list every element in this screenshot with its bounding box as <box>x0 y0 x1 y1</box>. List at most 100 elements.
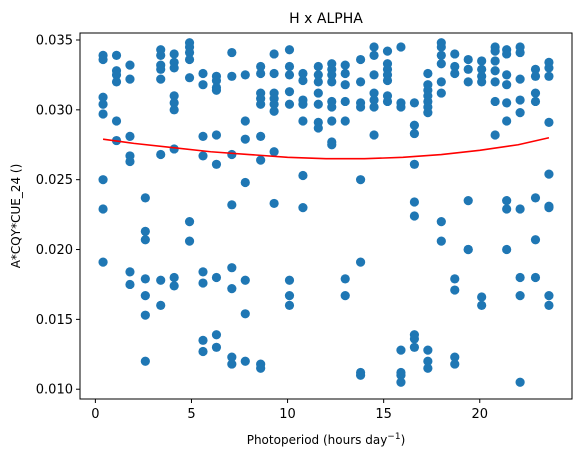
data-point <box>515 95 525 105</box>
data-point <box>256 61 266 72</box>
data-point <box>515 272 525 283</box>
x-axis-ticks: 0 5 10 15 20 <box>91 399 488 422</box>
data-point <box>436 77 446 87</box>
data-point <box>111 50 122 60</box>
data-point <box>463 77 473 87</box>
data-point <box>477 300 487 310</box>
data-point <box>490 56 500 66</box>
data-point <box>169 98 179 108</box>
data-point <box>544 169 554 179</box>
data-point <box>436 216 446 227</box>
data-point <box>544 117 554 127</box>
x-tick-label: 5 <box>187 407 195 422</box>
data-point <box>298 99 308 109</box>
data-point <box>211 342 222 352</box>
data-point <box>298 170 308 181</box>
data-point <box>211 85 222 95</box>
data-point <box>369 102 379 112</box>
data-point <box>436 50 446 60</box>
data-point <box>140 291 150 301</box>
y-axis-ticks: 0.010 0.015 0.020 0.025 0.030 0.035 <box>36 33 80 398</box>
data-point <box>269 106 279 116</box>
data-point <box>98 175 108 185</box>
x-tick-label: 10 <box>279 407 296 422</box>
data-point <box>98 257 108 267</box>
data-point <box>313 88 323 98</box>
data-point <box>450 352 460 362</box>
data-point <box>490 77 500 87</box>
data-point <box>355 102 366 112</box>
data-point <box>409 98 420 108</box>
data-point <box>490 96 500 107</box>
data-point <box>198 346 208 357</box>
data-point <box>502 244 512 255</box>
data-point <box>515 74 525 84</box>
data-point <box>450 49 460 59</box>
data-point <box>423 108 433 118</box>
data-point <box>544 63 554 73</box>
data-point <box>340 291 350 301</box>
data-point <box>256 99 266 109</box>
data-point <box>436 88 446 98</box>
data-point <box>211 159 222 169</box>
data-point <box>298 203 308 213</box>
data-point <box>284 61 295 72</box>
plot-area <box>79 32 573 400</box>
y-tick-label: 0.020 <box>36 243 73 258</box>
data-point <box>125 267 135 277</box>
data-point <box>298 116 308 126</box>
data-point <box>169 91 179 101</box>
data-point <box>227 352 237 362</box>
data-point <box>269 198 279 209</box>
data-point <box>169 49 179 59</box>
data-point <box>240 116 250 126</box>
data-point <box>111 77 122 87</box>
data-point <box>125 74 135 84</box>
data-point <box>327 116 337 126</box>
data-point <box>340 274 350 284</box>
data-point <box>409 197 420 207</box>
data-point <box>169 272 179 283</box>
data-point <box>125 156 135 167</box>
data-point <box>240 309 250 319</box>
data-point <box>125 60 135 70</box>
data-point <box>409 128 420 139</box>
data-point <box>355 175 366 185</box>
data-point <box>256 68 266 79</box>
data-point <box>502 98 512 108</box>
data-point <box>502 204 512 214</box>
data-point <box>396 345 406 355</box>
data-point <box>240 275 250 285</box>
data-point <box>211 330 222 340</box>
data-point <box>98 99 108 109</box>
data-point <box>515 377 525 387</box>
data-point <box>269 49 279 59</box>
data-point <box>477 77 487 87</box>
x-tick-label: 20 <box>471 407 488 422</box>
data-point <box>211 130 222 140</box>
data-point <box>269 99 279 109</box>
data-point <box>227 359 237 369</box>
data-point <box>530 96 541 107</box>
data-point <box>530 88 541 98</box>
data-point <box>490 130 500 140</box>
data-point <box>409 211 420 221</box>
data-point <box>156 74 166 84</box>
data-point <box>369 88 379 98</box>
data-point <box>111 116 122 126</box>
data-point <box>198 151 208 161</box>
data-point <box>284 87 295 97</box>
data-point <box>409 342 420 352</box>
data-point <box>156 149 166 160</box>
data-point <box>502 70 512 80</box>
y-tick-label: 0.015 <box>36 313 73 328</box>
data-point <box>313 123 323 133</box>
data-point <box>436 236 446 246</box>
data-point <box>340 68 350 79</box>
data-point <box>256 155 266 165</box>
data-point <box>463 244 473 255</box>
data-point <box>515 108 525 118</box>
y-tick-label: 0.010 <box>36 383 73 398</box>
data-point <box>450 274 460 284</box>
